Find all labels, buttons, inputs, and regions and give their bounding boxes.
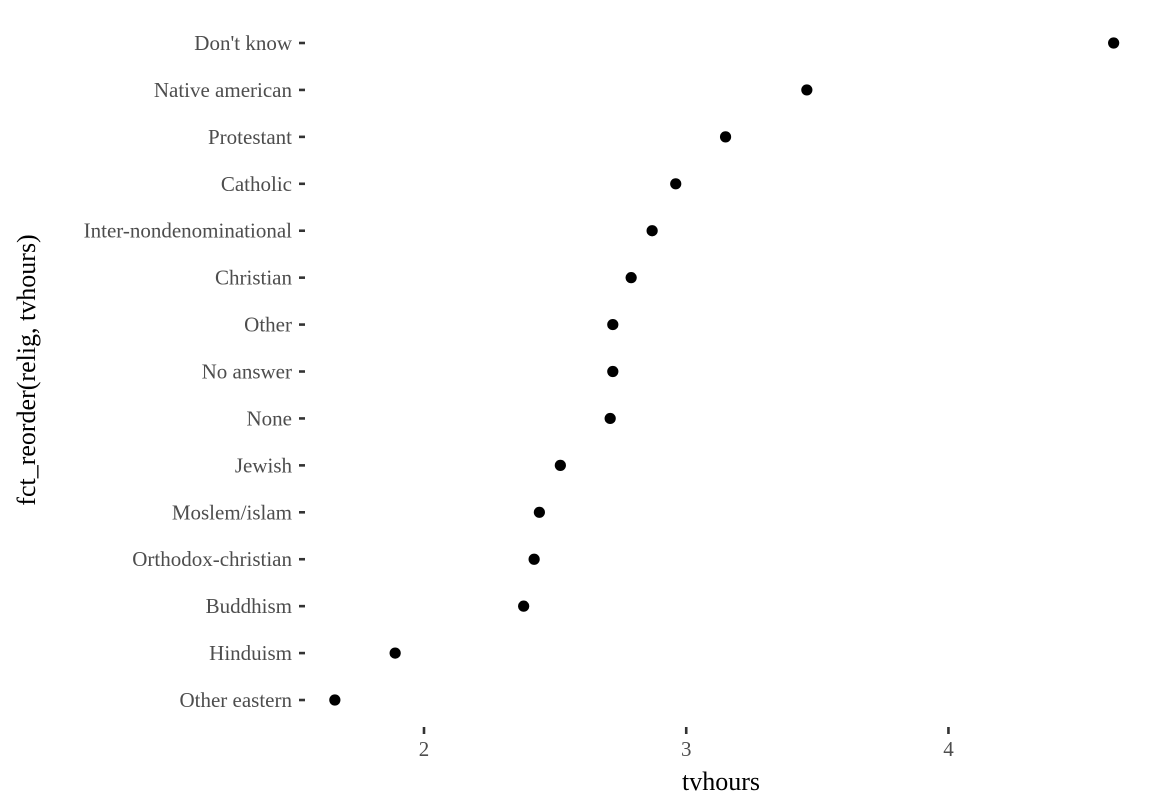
y-tick-label: Other eastern [179, 688, 292, 712]
y-tick-label: None [247, 406, 293, 430]
data-point [719, 131, 732, 143]
y-tick-label: Other [244, 313, 292, 337]
data-point [625, 272, 637, 284]
data-point [604, 412, 616, 425]
data-point [801, 84, 813, 96]
data-point [389, 647, 401, 659]
y-tick-label: Moslem/islam [172, 500, 292, 524]
data-points [329, 37, 1120, 706]
data-point [554, 459, 566, 471]
y-tick-label: No answer [202, 360, 292, 384]
y-tick-label: Inter-nondenominational [84, 219, 293, 243]
data-point [329, 694, 341, 706]
data-point [607, 365, 619, 378]
x-tick-label: 2 [419, 737, 430, 761]
y-tick-label: Jewish [235, 453, 293, 477]
data-point [528, 553, 540, 565]
x-axis: 2 3 4 [419, 727, 954, 761]
x-tick-label: 3 [681, 737, 692, 761]
y-tick-label: Protestant [208, 125, 292, 149]
y-axis-title: fct_reorder(relig, tvhours) [12, 234, 41, 505]
y-tick-label: Catholic [221, 172, 292, 196]
data-point [646, 225, 658, 237]
data-point [518, 600, 530, 612]
y-tick-label: Orthodox-christian [132, 547, 292, 571]
data-point [1108, 37, 1120, 49]
y-tick-label: Hinduism [209, 641, 292, 665]
x-tick-label: 4 [943, 737, 954, 761]
y-axis: Don't know Native american Protestant Catho… [84, 31, 305, 712]
y-tick-label: Native american [154, 78, 293, 102]
y-tick-label: Christian [215, 266, 292, 290]
y-tick-label: Don't know [194, 31, 293, 55]
y-tick-label: Buddhism [206, 594, 292, 618]
data-point [670, 178, 682, 190]
x-axis-title: tvhours [682, 767, 760, 796]
data-point [607, 318, 619, 331]
data-point [533, 506, 545, 518]
